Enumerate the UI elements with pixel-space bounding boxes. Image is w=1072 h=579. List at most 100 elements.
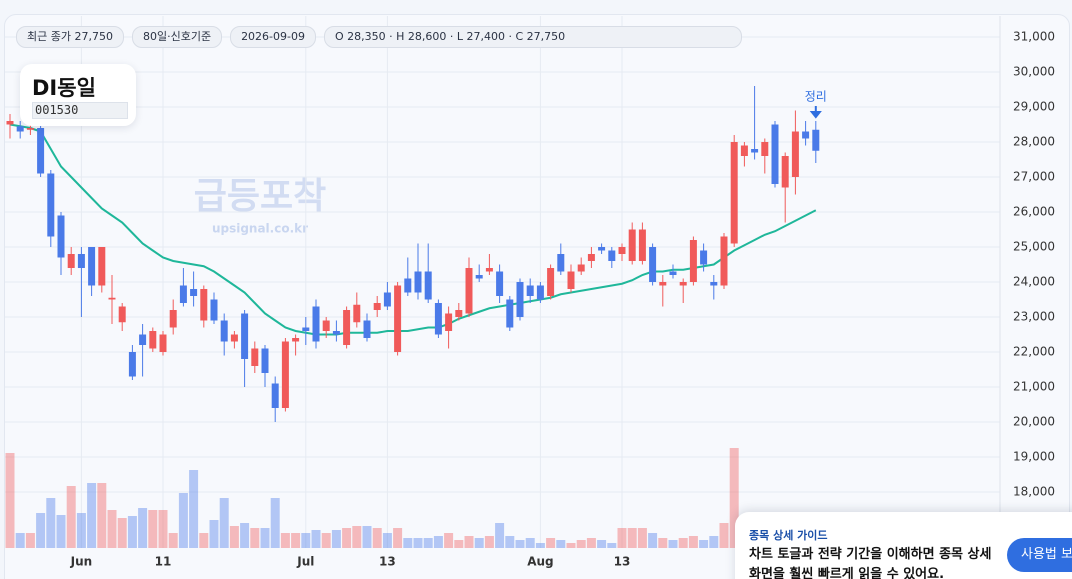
chip[interactable]: 80일·신호기준 [131,26,223,48]
volume-bar [454,540,464,548]
volume-bar [168,533,178,548]
volume-bar [15,533,25,548]
candle-body [628,229,636,261]
candle-body [77,254,85,268]
candle-body [159,334,167,352]
candle-body [322,320,330,331]
candle-body [802,131,810,139]
candle-body [363,320,371,338]
volume-bar [158,510,168,548]
volume-bar [362,526,372,548]
annotation-label: 정리 [805,90,827,104]
candle-body [16,126,24,132]
volume-bar [423,538,433,548]
candle-body [190,289,198,296]
candle-body [740,145,748,156]
candle-body [587,254,595,261]
volume-bar [403,538,413,548]
candle-body [751,149,759,153]
volume-bar [699,540,709,548]
x-tick-label: 13 [614,555,631,569]
candle-body [526,285,534,296]
candle-body [689,240,697,282]
guide-popup: 종목 상세 가이드 차트 토글과 전략 기간을 이해하면 종목 상세 화면을 훨… [735,512,1072,579]
annotation-arrow [809,106,822,119]
volume-bar [76,513,86,548]
candle-body [577,264,585,272]
volume-bar [311,530,321,548]
volume-bar [117,518,127,548]
chip: O 28,350 · H 28,600 · L 27,400 · C 27,75… [324,26,742,48]
candle-body [220,320,228,342]
stock-name: DI동일 [32,76,96,100]
volume-bar [627,528,637,548]
volume-bar [36,513,46,548]
volume-bar [464,536,474,548]
volume-bar [199,533,209,548]
candle-body [455,310,463,317]
volume-bar [260,528,270,548]
candle-body [679,282,687,286]
volume-bar [678,538,688,548]
candle-body [302,327,310,331]
volume-bar [87,483,97,548]
candle-body [557,254,565,272]
header-chips: 최근 종가 27,750 80일·신호기준 2026-09-09 O 28,35… [16,26,742,48]
candle-body [118,306,126,323]
volume-bar [729,448,739,548]
y-tick-label: 22,000 [1013,345,1055,359]
volume-bar [586,538,596,548]
candle-body [149,331,157,349]
volume-bar [372,528,382,548]
candle-body [343,310,351,345]
volume-bar [229,526,239,548]
volume-bar [97,483,107,548]
candle-body [791,131,799,177]
candle-body [567,271,575,289]
candle-body [332,331,340,335]
volume-bar [56,515,66,548]
volume-bar [107,510,117,548]
volume-bar [301,533,311,548]
candle-body [169,310,177,328]
candle-body [261,348,269,373]
volume-bar [331,530,341,548]
y-tick-label: 30,000 [1013,65,1055,79]
chip[interactable]: 2026-09-09 [230,26,316,48]
guide-line: 화면을 훨씬 빠르게 읽을 수 있어요. [749,567,945,579]
volume-bar [209,520,219,548]
candle-body [638,229,646,261]
x-tick-label: Jun [70,555,93,569]
candle-body [404,278,412,293]
volume-bar [637,528,647,548]
candle-body [700,250,708,265]
volume-bar [556,540,566,548]
x-tick-label: Aug [527,555,553,569]
candle-body [312,306,320,342]
volume-bar [382,533,392,548]
candle-body [465,268,473,314]
y-tick-label: 19,000 [1013,450,1055,464]
candle-body [251,348,259,366]
candle-body [200,289,208,321]
volume-bar [413,538,423,548]
candle-body [414,271,422,293]
moving-average-line [9,123,817,336]
volume-bar [219,498,229,548]
candle-body [241,313,249,359]
candle-body [88,247,96,286]
volume-bar [280,533,290,548]
volume-bar [46,498,56,548]
candle-body [547,268,555,296]
volume-bar [576,540,586,548]
volume-bar [148,510,158,548]
volume-bar [321,533,331,548]
volume-bar [444,533,454,548]
candle-body [373,303,381,310]
guide-title: 종목 상세 가이드 [749,529,828,542]
y-tick-label: 24,000 [1013,275,1055,289]
guide-button[interactable]: 사용법 보기 [1007,538,1072,572]
candle-body [516,282,524,317]
